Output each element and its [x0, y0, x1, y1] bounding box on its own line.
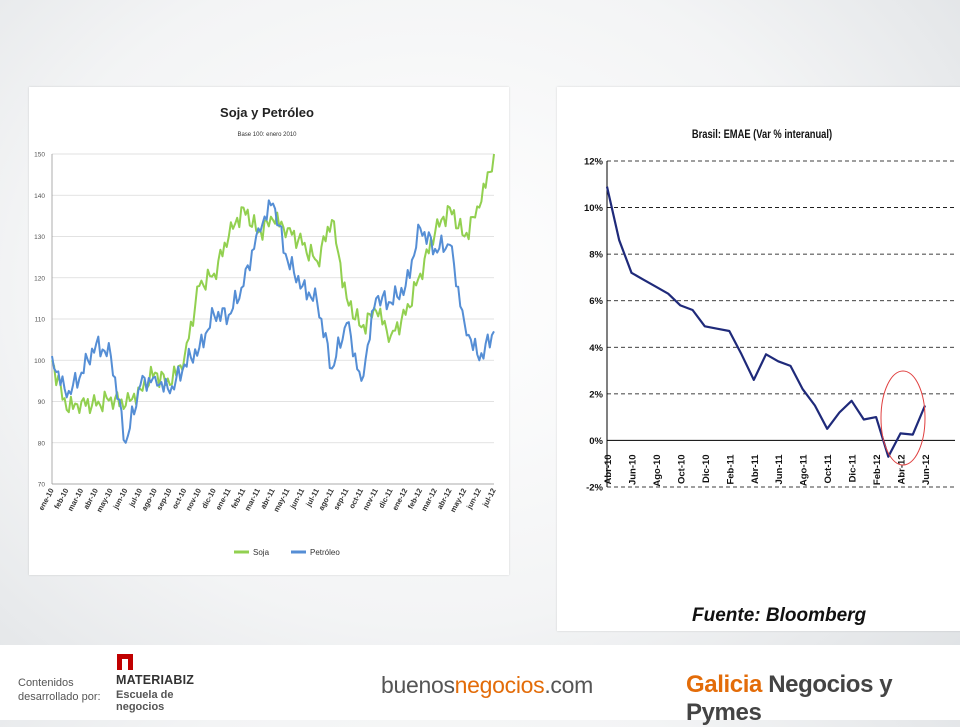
- x-tick-label: jun-11: [288, 487, 307, 511]
- footer-credit: Contenidos desarrollado por:: [18, 677, 101, 703]
- y-tick-label: 8%: [589, 250, 603, 261]
- galicia-logo: Galicia Negocios y Pymes: [686, 671, 960, 727]
- series-line-soja: [51, 153, 495, 415]
- y-tick-label: 100: [34, 358, 45, 365]
- buenos-text: buenos: [381, 672, 455, 698]
- dotcom-text: .com: [544, 672, 593, 698]
- y-tick-label: 130: [34, 234, 45, 241]
- chart-source: Fuente: Bloomberg: [692, 605, 867, 626]
- y-tick-label: 4%: [589, 343, 603, 354]
- x-tick-label: Ago-11: [799, 454, 810, 486]
- soja-petroleo-chart-panel: Soja y Petróleo Base 100: enero 2010 70 8…: [29, 87, 509, 575]
- soja-petroleo-chart: Soja y Petróleo Base 100: enero 2010 70 8…: [34, 105, 498, 557]
- chart-title: Brasil: EMAE (Var % interanual): [692, 128, 832, 141]
- x-tick-label: Abr-10: [603, 454, 614, 484]
- materiabiz-logo-icon: [117, 654, 133, 670]
- x-tick-label: Ago-10: [652, 454, 663, 486]
- x-tick-label: Jun-11: [774, 454, 785, 485]
- y-tick-label: 140: [34, 193, 45, 200]
- x-tick-label: Dic-10: [701, 454, 712, 483]
- x-tick-label: Jun-10: [627, 454, 638, 485]
- y-tick-label: 80: [38, 440, 46, 447]
- chart-subtitle: Base 100: enero 2010: [237, 132, 297, 138]
- galicia-brand-text: Galicia: [686, 671, 762, 698]
- y-tick-label: 150: [34, 152, 45, 159]
- brasil-emae-chart: Brasil: EMAE (Var % interanual) -2% 0% 2% 4…: [584, 128, 955, 626]
- series-line-petroleo: [51, 199, 495, 444]
- legend-label-petroleo: Petróleo: [310, 548, 340, 557]
- brasil-emae-chart-panel: Brasil: EMAE (Var % interanual) -2% 0% 2% 4…: [557, 87, 960, 631]
- x-tick-label: Feb-12: [872, 454, 883, 485]
- x-tick-label: Feb-11: [725, 454, 736, 485]
- series-line-emae: [605, 186, 927, 458]
- x-tick-label: jul-12: [480, 487, 498, 509]
- highlight-circle: [880, 370, 926, 466]
- x-tick-label: Abr-12: [897, 454, 908, 484]
- y-tick-label: 10%: [584, 203, 604, 214]
- x-tick-label: Abr-11: [750, 454, 761, 484]
- footer: [0, 645, 960, 720]
- x-tick-label: Oct-11: [823, 454, 834, 484]
- y-tick-label: -2%: [586, 483, 603, 494]
- x-tick-label: Oct-10: [676, 454, 687, 484]
- chart-title: Soja y Petróleo: [220, 105, 314, 120]
- x-tick-label: Dic-11: [848, 454, 859, 483]
- materiabiz-name: MATERIABIZ: [116, 673, 195, 687]
- y-tick-label: 0%: [589, 436, 603, 447]
- y-tick-label: 90: [38, 399, 46, 406]
- buenosnegocios-logo: buenosnegocios.com: [381, 672, 593, 699]
- y-tick-label: 12%: [584, 157, 604, 168]
- y-tick-label: 6%: [589, 296, 603, 307]
- y-tick-label: 70: [38, 482, 46, 489]
- y-tick-label: 2%: [589, 389, 603, 400]
- x-tick-label: ene-10: [37, 487, 56, 512]
- y-tick-label: 120: [34, 275, 45, 282]
- y-tick-label: 110: [35, 317, 46, 324]
- materiabiz-subtitle: Escuela de negocios: [116, 689, 174, 713]
- negocios-text: negocios: [454, 672, 545, 698]
- legend-label-soja: Soja: [253, 548, 270, 557]
- x-tick-label: Jun-12: [921, 454, 932, 485]
